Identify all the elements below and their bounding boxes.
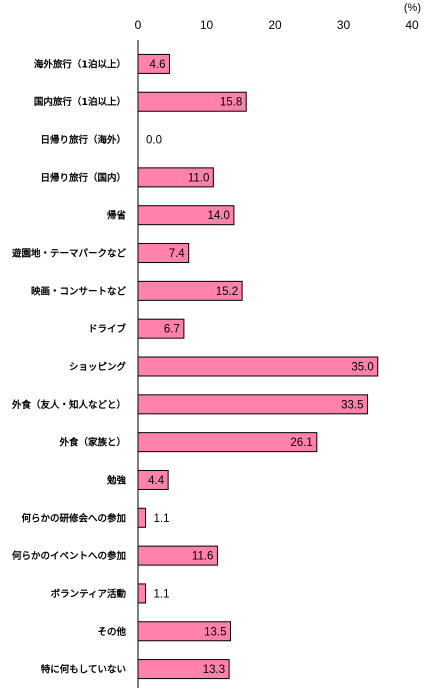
category-label: 日帰り旅行（国内） xyxy=(40,172,126,184)
data-label: 0.0 xyxy=(146,135,162,147)
data-label: 1.1 xyxy=(154,513,170,525)
category-label: 日帰り旅行（海外） xyxy=(40,134,126,146)
bar xyxy=(137,507,147,528)
data-label: 15.8 xyxy=(220,97,242,109)
bar xyxy=(137,583,147,604)
data-label: 35.0 xyxy=(351,362,373,374)
category-label: 何らかのイベントへの参加 xyxy=(12,550,126,562)
x-tick-label: 20 xyxy=(268,18,282,32)
x-tick-label: 0 xyxy=(135,18,142,32)
category-label: ボランティア活動 xyxy=(51,588,127,600)
category-label: 何らかの研修会への参加 xyxy=(21,512,126,524)
data-label: 11.6 xyxy=(192,551,214,563)
x-axis-ticks: 0 10 20 30 40 xyxy=(135,18,419,32)
data-label: 15.2 xyxy=(216,286,238,298)
category-labels: 海外旅行（1泊以上） 国内旅行（1泊以上） 日帰り旅行（海外） 日帰り旅行（国内） 帰省… xyxy=(11,58,127,675)
bars xyxy=(137,53,379,680)
bar xyxy=(137,356,379,377)
category-label: 海外旅行（1泊以上） xyxy=(34,58,126,70)
data-label: 13.3 xyxy=(203,664,225,676)
unit-label: (%) xyxy=(404,2,421,14)
category-label: 勉強 xyxy=(106,474,127,486)
data-label: 1.1 xyxy=(154,588,170,600)
category-label: 特に何もしていない xyxy=(41,664,126,676)
data-label: 7.4 xyxy=(169,248,186,260)
category-label: ドライブ xyxy=(88,323,127,335)
x-tick-label: 10 xyxy=(200,18,214,32)
data-label: 14.0 xyxy=(208,210,230,222)
x-tick-label: 40 xyxy=(405,18,419,32)
category-label: 遊園地・テーマパークなど xyxy=(12,248,127,260)
x-tick-label: 30 xyxy=(337,18,351,32)
data-label: 33.5 xyxy=(341,399,363,411)
data-label: 26.1 xyxy=(290,437,312,449)
category-label: その他 xyxy=(97,626,126,638)
category-label: 外食（家族と） xyxy=(58,437,126,449)
bar xyxy=(137,394,368,415)
data-label: 6.7 xyxy=(164,324,180,336)
category-label: 映画・コンサートなど xyxy=(31,285,127,297)
category-label: 帰省 xyxy=(107,210,127,222)
category-label: 外食（友人・知人などと） xyxy=(11,399,126,411)
data-label: 11.0 xyxy=(188,172,210,184)
category-label: ショッピング xyxy=(69,361,127,373)
data-label: 4.4 xyxy=(148,475,165,487)
category-label: 国内旅行（1泊以上） xyxy=(34,96,126,108)
data-label: 13.5 xyxy=(204,626,226,638)
data-labels: 4.6 15.8 0.0 11.0 14.0 7.4 15.2 6.7 35.0 33.5 26.1… xyxy=(146,59,374,676)
data-label: 4.6 xyxy=(150,59,166,71)
